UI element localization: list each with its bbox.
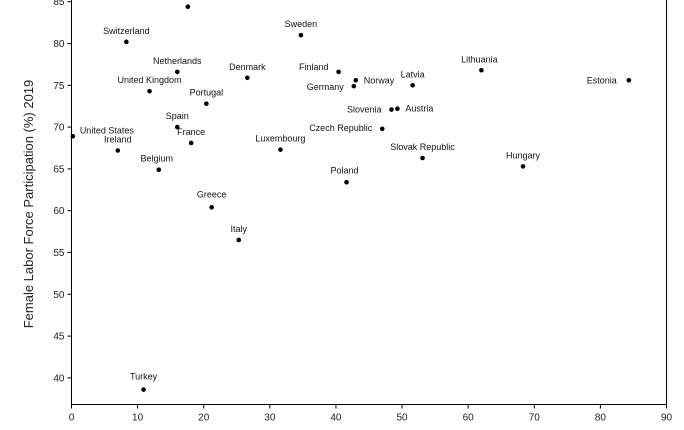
point-label: Slovak Republic	[390, 142, 455, 152]
y-tick-label: 65	[53, 164, 65, 175]
data-point	[420, 155, 425, 161]
x-tick-label: 40	[330, 413, 342, 424]
point-label: Czech Republic	[309, 123, 373, 133]
data-point	[278, 147, 283, 152]
point-label: United States	[80, 125, 135, 135]
point-label: Belgium	[141, 154, 174, 164]
data-point	[389, 107, 394, 112]
point-label: Greece	[197, 189, 227, 199]
point-label: Portugal	[190, 88, 224, 98]
point-label: Germany	[307, 82, 345, 92]
y-tick-label: 40	[53, 373, 65, 384]
x-tick-label: 90	[661, 413, 673, 424]
data-point	[410, 83, 415, 88]
data-point	[245, 75, 250, 81]
point-label: Finland	[299, 62, 329, 72]
x-tick-label: 0	[69, 413, 75, 424]
y-tick-label: 45	[53, 332, 65, 343]
y-tick-label: 75	[53, 81, 65, 92]
data-point	[336, 69, 341, 75]
point-label: Estonia	[587, 75, 617, 85]
x-tick-label: 10	[132, 413, 144, 424]
x-tick-label: 70	[529, 413, 541, 424]
data-point	[147, 88, 152, 94]
data-point	[626, 77, 632, 83]
data-point	[174, 124, 180, 130]
point-label: Poland	[331, 165, 359, 175]
point-label: Latvia	[401, 69, 425, 79]
y-tick-label: 70	[53, 123, 65, 134]
point-label: Italy	[231, 224, 248, 234]
data-point	[141, 387, 146, 392]
data-point	[395, 106, 400, 112]
data-point	[353, 77, 359, 83]
point-label: United Kingdom	[117, 75, 181, 85]
x-tick-label: 60	[463, 413, 475, 424]
data-point	[344, 179, 349, 185]
y-tick-label: 60	[53, 206, 65, 217]
data-point	[298, 32, 304, 38]
data-point	[174, 69, 180, 75]
point-label: Turkey	[130, 372, 158, 382]
data-point	[520, 164, 526, 169]
y-tick-label: 55	[53, 248, 65, 259]
data-point	[209, 205, 214, 210]
point-label: Norway	[364, 75, 395, 85]
data-point	[115, 148, 121, 153]
x-tick-label: 20	[198, 413, 210, 424]
point-label: Hungary	[506, 150, 541, 160]
y-tick-label: 85	[53, 0, 65, 8]
data-point	[124, 39, 129, 45]
data-point	[351, 83, 357, 89]
x-tick-label: 30	[264, 413, 276, 424]
y-tick-label: 80	[53, 39, 65, 50]
point-label: Ireland	[104, 135, 132, 145]
point-label: France	[177, 127, 205, 137]
y-axis-ticks: 40 45 50 55 60 65 70 75 80 85	[53, 0, 72, 384]
data-points: Switzerland Sweden Netherlands Denmark Unite…	[70, 4, 632, 392]
data-point	[236, 237, 242, 243]
x-axis-ticks: 0 10 20 30 40 50 60 70 80 90	[69, 404, 673, 424]
data-point	[188, 140, 194, 146]
point-label: Lithuania	[461, 54, 498, 64]
data-point	[70, 133, 76, 139]
data-point	[204, 101, 209, 106]
point-label: Sweden	[285, 19, 318, 29]
point-label: Luxembourg	[255, 134, 305, 144]
data-point	[156, 167, 162, 173]
point-label: Spain	[166, 111, 189, 121]
x-tick-label: 50	[396, 413, 408, 424]
data-point	[379, 126, 385, 132]
point-label: Slovenia	[347, 105, 382, 115]
x-tick-label: 80	[595, 413, 607, 424]
point-label: Austria	[405, 104, 433, 114]
data-point	[185, 4, 191, 10]
data-point	[479, 67, 484, 73]
point-label: Switzerland	[103, 26, 150, 36]
y-axis-label: Female Labor Force Participation (%) 201…	[21, 80, 36, 329]
point-label: Denmark	[229, 62, 266, 72]
point-label: Netherlands	[153, 56, 202, 66]
y-tick-label: 50	[53, 290, 65, 301]
